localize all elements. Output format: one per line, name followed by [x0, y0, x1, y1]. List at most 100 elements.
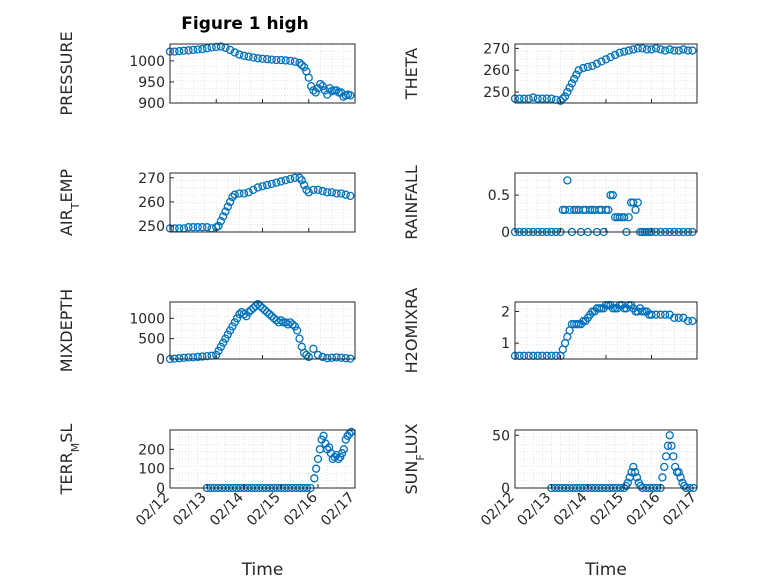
- data-point: [688, 46, 697, 55]
- data-point: [253, 299, 263, 309]
- data-point: [583, 62, 592, 72]
- data-point: [281, 56, 290, 65]
- data-point: [647, 45, 656, 54]
- y-tick-label: 0: [501, 481, 510, 497]
- data-point: [629, 45, 638, 54]
- data-point: [202, 44, 212, 53]
- data-point: [670, 46, 679, 55]
- data-point: [202, 351, 212, 361]
- y-tick-label: 0: [156, 481, 165, 497]
- data-point: [253, 183, 263, 192]
- data-point: [547, 94, 556, 103]
- data-point: [524, 94, 533, 103]
- data-point: [310, 474, 319, 483]
- y-axis-label: RAINFALL: [402, 165, 421, 240]
- axes-box: [514, 429, 698, 489]
- data-point: [311, 88, 320, 97]
- y-tick-label: 2: [501, 305, 510, 321]
- data-point: [276, 177, 286, 186]
- data-point: [309, 344, 318, 353]
- grid: [170, 430, 355, 488]
- data-point: [346, 91, 355, 100]
- subplot-4: 0 0.5 RAINFALL: [402, 165, 698, 241]
- y-tick-label: 260: [138, 195, 165, 211]
- data-point: [230, 190, 239, 199]
- data-point: [219, 338, 228, 347]
- data-point: [313, 185, 323, 195]
- data-point: [676, 473, 685, 482]
- data-point: [579, 63, 588, 73]
- data-point: [260, 305, 269, 315]
- data-point: [633, 198, 642, 207]
- data-point: [608, 304, 617, 313]
- data-point: [606, 190, 615, 200]
- data-point: [323, 188, 332, 197]
- grid: [170, 173, 355, 232]
- data-point: [198, 223, 207, 232]
- series-markers: [165, 173, 355, 233]
- data-point: [623, 478, 632, 487]
- data-point: [556, 96, 565, 105]
- data-point: [188, 223, 198, 232]
- y-tick-label: 0.5: [488, 188, 510, 204]
- data-point: [565, 83, 574, 92]
- data-point: [313, 454, 323, 464]
- data-point: [651, 44, 661, 53]
- data-point: [324, 443, 334, 452]
- data-point: [332, 189, 341, 198]
- data-point: [184, 46, 193, 55]
- series-markers: [165, 42, 355, 101]
- data-point: [212, 42, 221, 52]
- subplot-5: 0 500 1000 MIXDEPTH: [57, 289, 356, 372]
- y-tick-label: 270: [138, 171, 165, 187]
- data-point: [570, 205, 579, 215]
- data-point: [323, 354, 332, 363]
- data-point: [286, 174, 295, 184]
- data-point: [674, 313, 683, 322]
- data-point: [597, 57, 606, 66]
- data-point: [572, 70, 581, 79]
- y-tick-label: 900: [138, 96, 165, 112]
- data-point: [334, 88, 343, 97]
- data-point: [570, 74, 579, 84]
- data-point: [683, 316, 693, 326]
- grid: [515, 173, 697, 232]
- data-point: [175, 47, 184, 56]
- data-point: [656, 310, 665, 319]
- data-point: [629, 198, 638, 207]
- data-point: [615, 48, 624, 57]
- data-point: [336, 452, 345, 462]
- data-point: [297, 60, 306, 70]
- data-point: [670, 313, 679, 322]
- data-point: [286, 56, 295, 66]
- data-point: [219, 212, 228, 221]
- data-point: [216, 217, 226, 226]
- data-point: [239, 310, 249, 319]
- data-point: [574, 66, 583, 75]
- data-point: [198, 352, 207, 361]
- data-point: [228, 192, 237, 202]
- data-point: [316, 79, 325, 89]
- data-point: [304, 188, 313, 197]
- data-point: [221, 334, 230, 343]
- data-point: [184, 223, 193, 232]
- data-point: [334, 454, 343, 464]
- data-point: [216, 42, 226, 51]
- data-point: [688, 316, 697, 326]
- data-point: [309, 86, 318, 95]
- y-axis-label: THETA: [402, 48, 421, 100]
- data-point: [346, 191, 355, 201]
- data-point: [281, 176, 290, 185]
- data-point: [290, 173, 300, 182]
- data-point: [244, 308, 253, 317]
- data-point: [228, 322, 237, 331]
- data-point: [262, 55, 272, 64]
- data-point: [265, 310, 274, 319]
- y-tick-label: 0: [501, 225, 510, 241]
- data-point: [297, 176, 306, 185]
- data-point: [276, 316, 286, 325]
- data-point: [542, 94, 551, 103]
- data-point: [660, 462, 669, 472]
